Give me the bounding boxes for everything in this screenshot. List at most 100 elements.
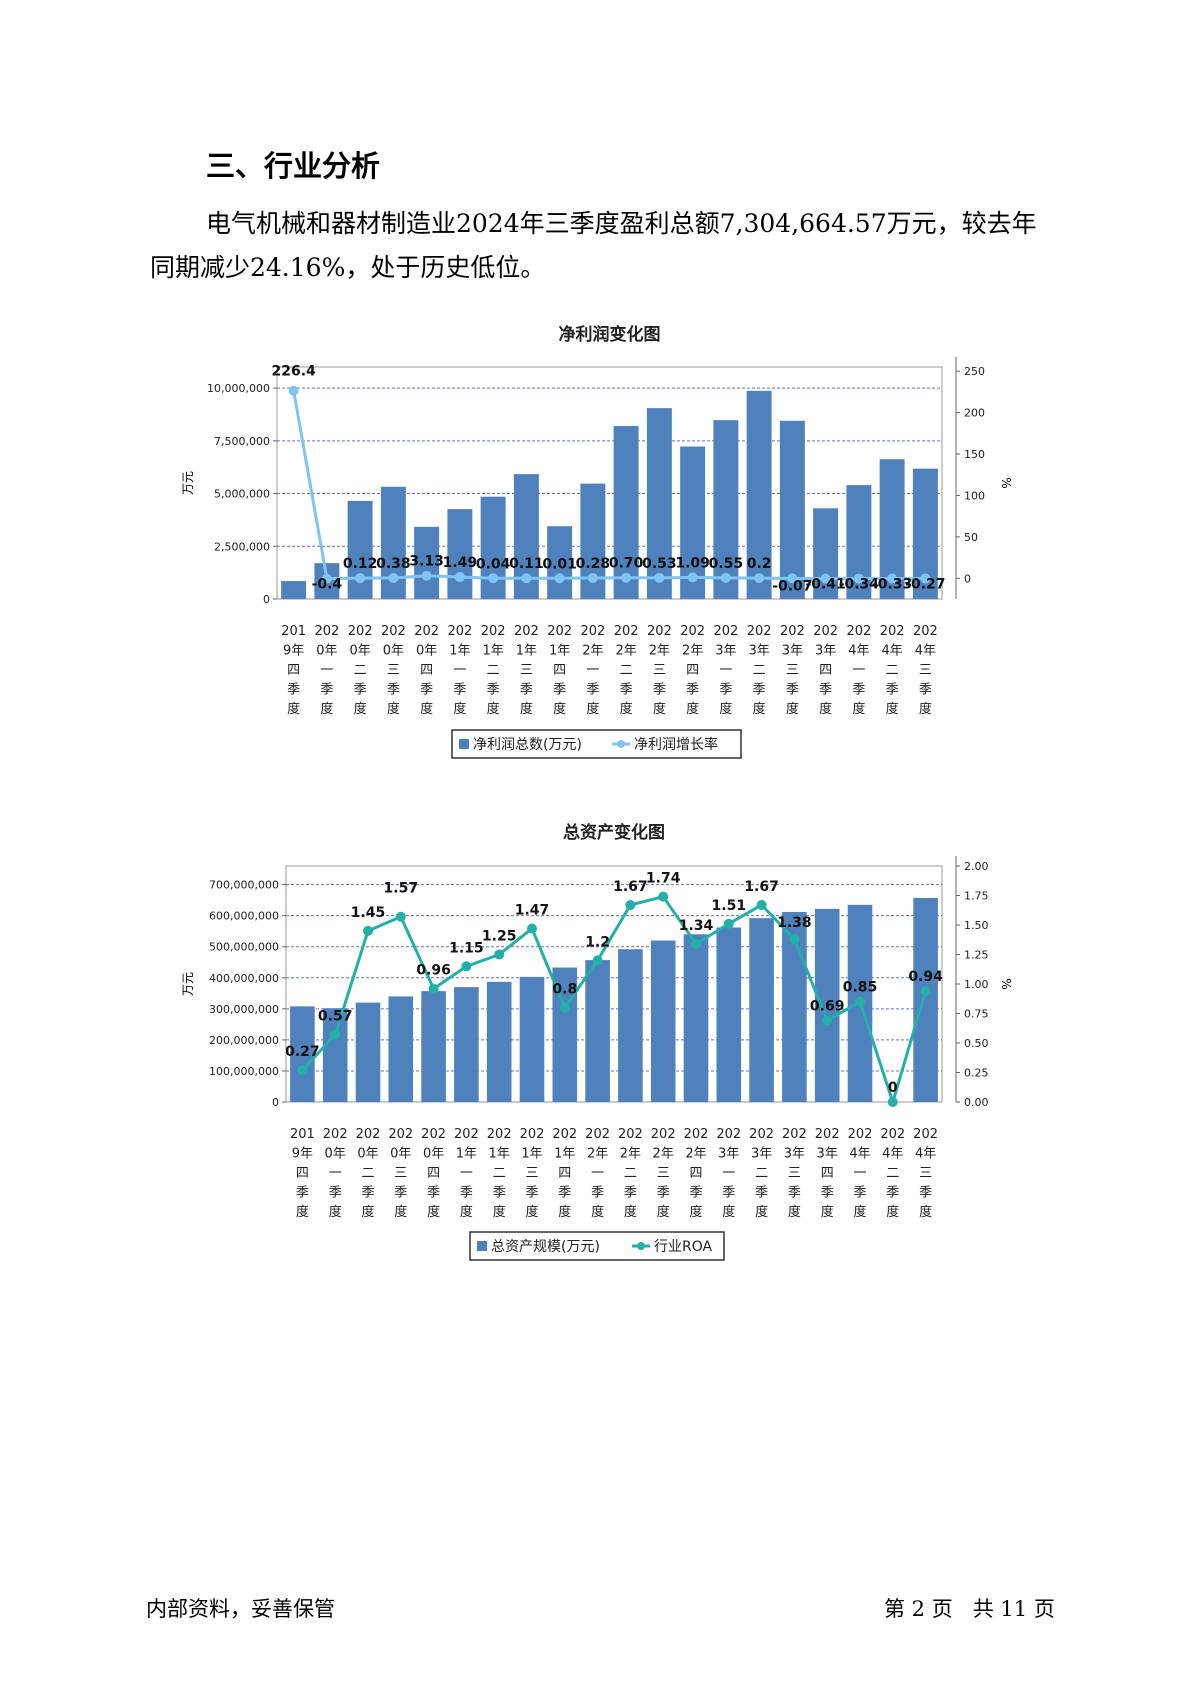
- assets-line-point: [887, 1097, 898, 1107]
- assets-xtick-label-line: 0年: [325, 1147, 346, 1162]
- profit-bar: [746, 390, 772, 599]
- profit-xtick-label-line: 1年: [449, 644, 470, 659]
- assets-xtick-label-line: 202: [421, 1127, 446, 1142]
- assets-title: 总资产变化图: [563, 822, 665, 843]
- assets-ytick-label: 500,000,000: [209, 941, 279, 954]
- assets-xtick-label-line: 202: [782, 1127, 807, 1142]
- profit-line-point: [687, 572, 698, 583]
- assets-xtick-label-line: 季: [394, 1186, 407, 1201]
- assets-xtick-label-line: 度: [296, 1204, 309, 1220]
- profit-xtick-label-line: 三: [520, 663, 533, 678]
- profit-xtick-label-line: 度: [387, 701, 400, 717]
- assets-xtick-label-line: 2年: [653, 1147, 674, 1162]
- assets-xtick-label-line: 季: [919, 1186, 932, 1201]
- assets-bar: [421, 991, 446, 1102]
- profit-xtick-label-line: 202: [447, 624, 472, 639]
- profit-xtick-label-line: 202: [647, 624, 672, 639]
- assets-y2tick-label: 1.00: [964, 978, 989, 991]
- assets-xtick-label-line: 季: [525, 1186, 538, 1201]
- profit-title: 净利润变化图: [559, 324, 661, 345]
- profit-bar: [646, 408, 672, 599]
- assets-xtick-label-line: 度: [558, 1204, 571, 1220]
- profit-xtick-label-line: 3年: [715, 644, 736, 659]
- profit-legend-box: [451, 729, 742, 759]
- profit-xtick-label-line: 度: [520, 701, 533, 717]
- profit-legend: 净利润总数(万元) 净利润增长率: [451, 729, 742, 759]
- assets-xtick-label-line: 3年: [784, 1147, 805, 1162]
- assets-xtick-label-line: 二: [624, 1166, 637, 1181]
- assets-data-label: 0.94: [908, 969, 943, 985]
- profit-xtick-label-line: 202: [314, 624, 339, 639]
- assets-line-point: [395, 911, 406, 922]
- assets-data-label: 0.96: [416, 963, 451, 979]
- assets-bar: [650, 940, 676, 1102]
- assets-xtick-label-line: 2年: [620, 1147, 641, 1162]
- assets-y2tick-label: 1.25: [964, 949, 989, 962]
- profit-xtick-label-line: 1年: [549, 644, 570, 659]
- profit-xtick-label-line: 季: [786, 683, 799, 698]
- profit-xtick-label-line: 一: [453, 663, 466, 678]
- assets-ytick-label: 300,000,000: [209, 1003, 279, 1016]
- assets-xtick-label-line: 0年: [423, 1147, 444, 1162]
- assets-bar: [716, 927, 742, 1102]
- assets-bar: [749, 918, 774, 1102]
- assets-xtick-label-line: 度: [525, 1204, 538, 1220]
- assets-xtick-label-line: 度: [361, 1204, 374, 1220]
- assets-y2tick-label: 0.50: [964, 1037, 989, 1050]
- profit-y2tick-label: 100: [964, 489, 985, 502]
- profit-line-point: [853, 573, 864, 584]
- profit-data-label: 0.04: [476, 556, 511, 572]
- profit-xtick-label: 202 4年三季度: [913, 624, 938, 717]
- assets-xtick-label-line: 二: [755, 1166, 768, 1181]
- profit-xtick-label-line: 度: [553, 701, 566, 717]
- profit-bar: [547, 526, 573, 599]
- profit-ytick-label: 5,000,000: [214, 488, 270, 501]
- profit-xtick-label-line: 季: [753, 683, 766, 698]
- profit-xtick-label-line: 202: [547, 624, 572, 639]
- profit-xtick-label-line: 一: [586, 663, 599, 678]
- assets-xtick-label-line: 季: [427, 1186, 440, 1201]
- profit-xtick-label-line: 二: [886, 663, 899, 678]
- assets-xtick-label-line: 202: [454, 1127, 479, 1142]
- assets-xtick-label-line: 202: [618, 1127, 643, 1142]
- assets-xtick-label-line: 度: [394, 1204, 407, 1220]
- profit-data-label: -0.33: [872, 577, 912, 593]
- assets-line-point: [297, 1065, 308, 1076]
- profit-xtick-label-line: 度: [719, 701, 732, 717]
- assets-xtick-label-line: 202: [487, 1127, 512, 1142]
- assets-xtick-label-line: 度: [460, 1204, 473, 1220]
- assets-xtick-label-line: 1年: [554, 1147, 575, 1162]
- profit-data-label: 3.13: [409, 554, 444, 570]
- assets-xtick-label-line: 4年: [915, 1147, 936, 1162]
- profit-xtick-label-line: 202: [880, 624, 905, 639]
- assets-line-point: [789, 934, 800, 945]
- assets-bar: [585, 960, 610, 1102]
- profit-data-label: 226.4: [271, 364, 316, 380]
- assets-line-point: [428, 983, 439, 994]
- assets-xtick-label-line: 202: [651, 1127, 676, 1142]
- assets-xtick-label-line: 3年: [751, 1147, 772, 1162]
- profit-xtick-label-line: 二: [753, 663, 766, 678]
- profit-bar: [713, 420, 739, 599]
- profit-xtick-label-line: 度: [287, 701, 300, 717]
- assets-xtick-label-line: 三: [657, 1166, 670, 1181]
- assets-line-point: [625, 899, 636, 910]
- assets-bar: [618, 949, 643, 1102]
- assets-line-point: [658, 891, 669, 902]
- profit-xtick-label-line: 季: [453, 683, 466, 698]
- profit-xtick-label-line: 季: [719, 683, 732, 698]
- profit-ytick-label: 10,000,000: [207, 382, 270, 395]
- assets-xtick-label-line: 201: [290, 1127, 315, 1142]
- assets-line-point: [363, 925, 373, 936]
- profit-xtick-label-line: 202: [780, 624, 805, 639]
- assets-xtick-label-line: 季: [853, 1186, 866, 1201]
- assets-ytick-label: 0: [272, 1096, 279, 1109]
